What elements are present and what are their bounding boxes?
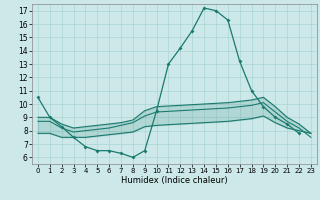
X-axis label: Humidex (Indice chaleur): Humidex (Indice chaleur) (121, 176, 228, 185)
